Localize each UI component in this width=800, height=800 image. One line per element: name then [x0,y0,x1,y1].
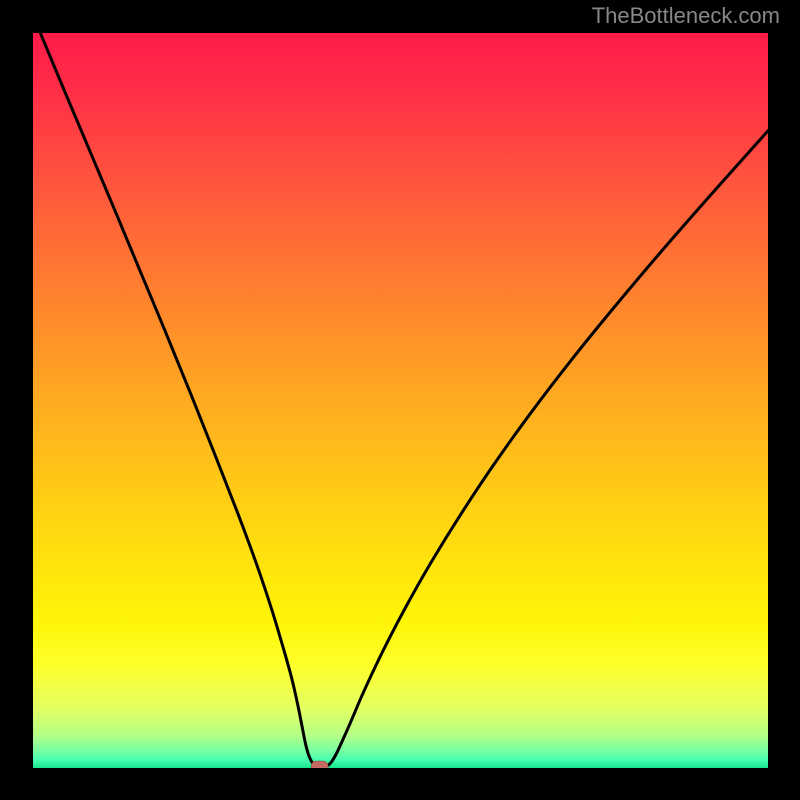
plot-background-gradient [33,33,768,768]
watermark-text: TheBottleneck.com [592,3,780,29]
chart-root: TheBottleneck.com [0,0,800,800]
